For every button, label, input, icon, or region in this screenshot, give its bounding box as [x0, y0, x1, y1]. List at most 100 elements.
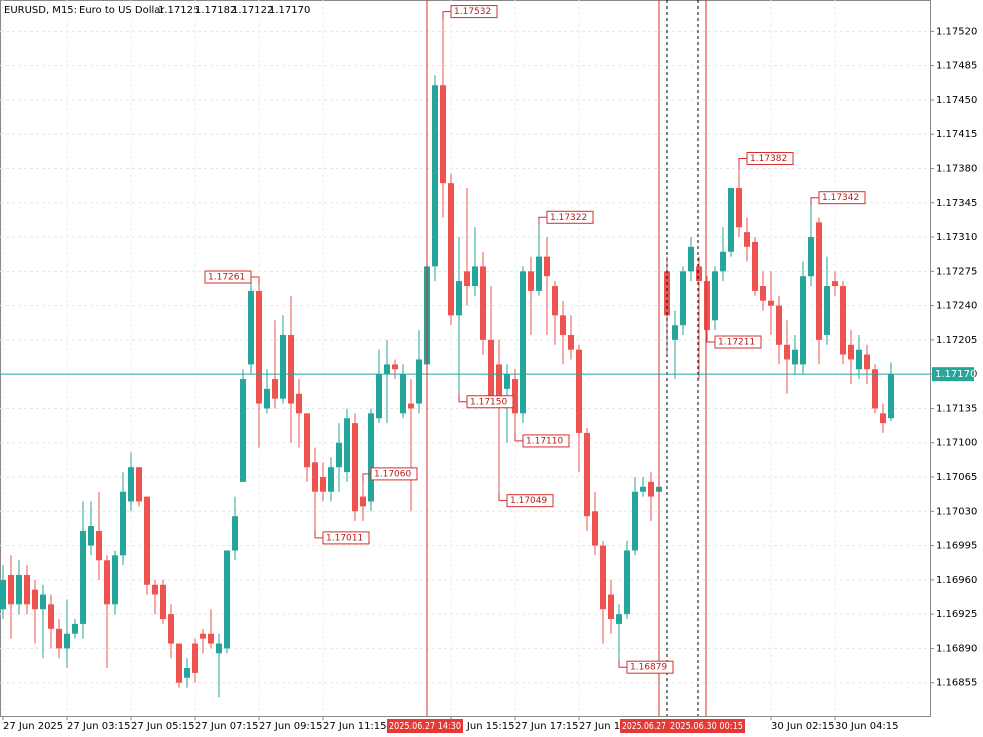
candle-body: [24, 574, 30, 605]
y-tick-label: 1.17205: [936, 335, 977, 346]
annotation-label: 1.17261: [208, 273, 245, 283]
candle-body: [264, 388, 270, 409]
y-tick-label: 1.16925: [936, 609, 977, 620]
marker-date-box: [668, 719, 745, 733]
candle-body: [80, 530, 86, 624]
marker-date: 2025.06.27 14:30: [389, 721, 461, 732]
candle-body: [560, 315, 566, 335]
candle-body: [816, 222, 822, 340]
annotation-box: [626, 660, 674, 674]
candle-body: [360, 496, 366, 507]
candle-body: [800, 276, 806, 365]
candle-body: [296, 393, 302, 414]
x-tick-label: 27 Jun 11:15: [323, 721, 387, 732]
candle-body: [160, 584, 166, 620]
candle-body: [544, 256, 550, 277]
candle-body: [184, 668, 190, 678]
candle-body: [840, 286, 846, 355]
candle-body: [584, 432, 590, 517]
x-tick-label: 27 Jun 17:15: [515, 721, 579, 732]
annotation-label: 1.17011: [326, 533, 363, 543]
candle-body: [312, 462, 318, 492]
y-tick-label: 1.17275: [936, 266, 977, 277]
x-tick-label: 27 Jun 03:15: [67, 721, 131, 732]
candle-body: [536, 256, 542, 291]
candle-body: [704, 281, 710, 331]
candle-body: [320, 477, 326, 492]
candle-body: [688, 246, 694, 272]
candle-body: [8, 574, 14, 605]
candle-body: [640, 486, 646, 492]
candle-body: [280, 334, 286, 399]
candle-body: [568, 334, 574, 350]
candle-body: [720, 251, 726, 272]
candle-body: [848, 344, 854, 360]
candle-body: [16, 574, 22, 605]
candle-body: [376, 374, 382, 419]
candle-body: [592, 511, 598, 546]
header-low: 1.17122: [232, 5, 273, 16]
candle-body: [824, 286, 830, 335]
y-tick-label: 1.17415: [936, 129, 977, 140]
annotation-label: 1.17532: [454, 7, 491, 17]
candle-body: [776, 305, 782, 345]
candle-body: [600, 545, 606, 610]
marker-date: 2025.06.30 00:15: [670, 721, 743, 732]
candle-body: [104, 560, 110, 605]
annotation-label: 1.17322: [550, 213, 587, 223]
candle-body: [112, 555, 118, 605]
candle-body: [488, 339, 494, 404]
candle-body: [240, 379, 246, 482]
candle-body: [352, 423, 358, 512]
annotation-leader: [458, 393, 467, 403]
annotation-leader: [810, 197, 819, 206]
annotation-label: 1.17382: [750, 154, 787, 164]
x-tick-label: 27 Jun 09:15: [259, 721, 323, 732]
candle-body: [832, 281, 838, 287]
candle-body: [672, 325, 678, 340]
annotation-leader: [618, 659, 627, 668]
candle-body: [192, 643, 198, 673]
candle-body: [344, 418, 350, 473]
marker-date-box: [387, 719, 463, 733]
y-tick-label: 1.17520: [936, 26, 977, 37]
annotation-leader: [251, 276, 260, 286]
candle-body: [56, 628, 62, 649]
candle-body: [216, 643, 222, 654]
candle-body: [200, 633, 206, 639]
y-tick-label: 1.16995: [936, 541, 977, 552]
annotation-leader: [514, 432, 523, 442]
annotation-box: [818, 191, 866, 205]
candle-body: [752, 241, 758, 291]
candle-body: [96, 530, 102, 561]
current-price-label: 1.17170: [935, 369, 976, 380]
plot-frame: [0, 0, 931, 717]
candle-body: [872, 369, 878, 409]
x-tick-label: 27 Jun 07:15: [195, 721, 259, 732]
candle-body: [864, 354, 870, 370]
x-tick-label: 30 Jun 04:15: [835, 721, 899, 732]
candle-body: [288, 334, 294, 404]
candle-body: [528, 271, 534, 291]
annotation-box: [370, 467, 418, 481]
candle-body: [792, 349, 798, 365]
candle-body: [856, 349, 862, 370]
y-tick-label: 1.17345: [936, 198, 977, 209]
y-tick-label: 1.16855: [936, 678, 977, 689]
candle-body: [432, 85, 438, 267]
x-tick-label: 27 Jun 19:15: [579, 721, 643, 732]
annotation-box: [522, 434, 570, 448]
candle-body: [632, 491, 638, 551]
candle-body: [624, 550, 630, 615]
y-tick-label: 1.17100: [936, 438, 977, 449]
candle-body: [808, 237, 814, 277]
candle-body: [120, 491, 126, 556]
candle-body: [32, 589, 38, 610]
y-tick-label: 1.17310: [936, 232, 977, 243]
candle-body: [368, 413, 374, 502]
candle-body: [728, 188, 734, 252]
candle-body: [608, 594, 614, 620]
annotation-label: 1.17049: [510, 496, 547, 506]
